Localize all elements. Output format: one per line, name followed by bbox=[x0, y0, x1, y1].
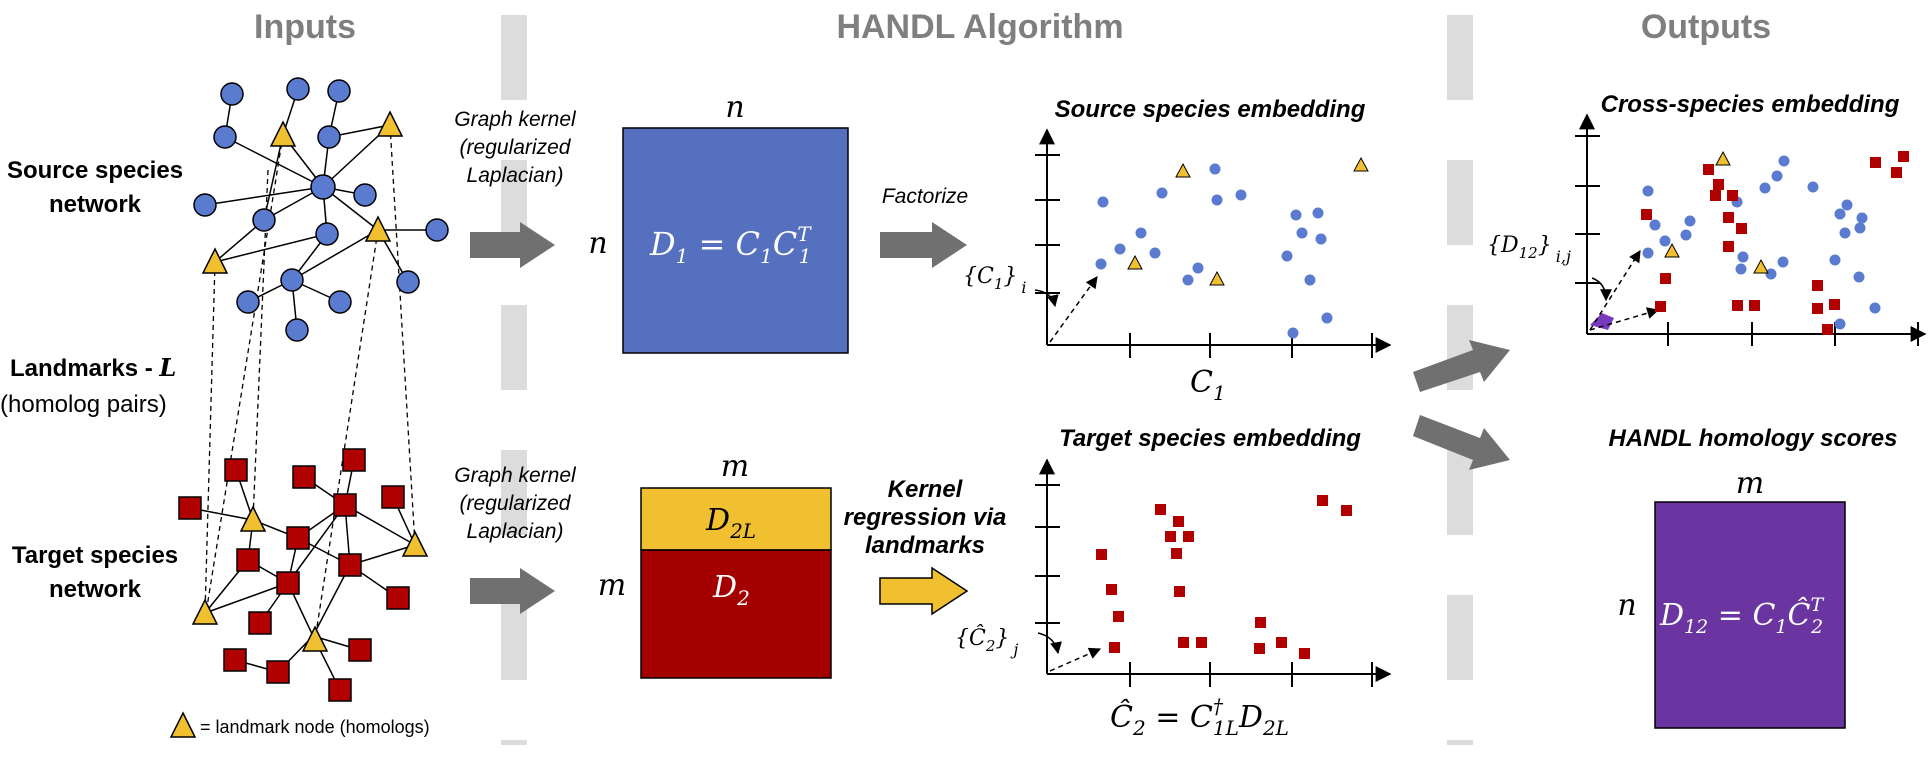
source-network-label-2: network bbox=[49, 191, 142, 218]
gray-arrows bbox=[470, 222, 1510, 614]
svg-text:Laplacian): Laplacian) bbox=[467, 164, 564, 187]
header-inputs: Inputs bbox=[254, 8, 356, 46]
svg-text:m: m bbox=[1736, 466, 1764, 501]
landmark-legend-icon bbox=[169, 711, 197, 738]
arrow-to-scores bbox=[1413, 415, 1510, 470]
header-algorithm: HANDL Algorithm bbox=[836, 8, 1123, 46]
factorize-label: Factorize bbox=[882, 185, 968, 208]
target-embedding-title: Target species embedding bbox=[1059, 425, 1361, 452]
kernel-label-bottom: Graph kernel (regularized Laplacian) bbox=[454, 464, 577, 543]
matrix-d2-label: D2 bbox=[712, 570, 750, 610]
svg-text:Graph kernel: Graph kernel bbox=[454, 464, 577, 487]
arrow-to-cross bbox=[1413, 340, 1510, 392]
landmarks-label: Landmarks - L bbox=[10, 353, 176, 382]
target-embedding-plot: Target species embedding {Ĉ2} j Ĉ2 = C† 1L… bbox=[955, 425, 1392, 740]
d12-formula: D12 = C1ĈT 2 bbox=[1659, 594, 1824, 638]
svg-text:(regularized: (regularized bbox=[460, 492, 572, 515]
arrow-kernel-top bbox=[470, 222, 555, 268]
c2-formula: Ĉ2 = C† 1LD2L bbox=[1110, 694, 1289, 740]
svg-text:m: m bbox=[721, 449, 749, 484]
svg-text:Laplacian): Laplacian) bbox=[467, 520, 564, 543]
source-embedding-title: Source species embedding bbox=[1055, 96, 1366, 123]
svg-text:m: m bbox=[598, 568, 626, 603]
source-network-label-1: Source species bbox=[7, 157, 183, 184]
arrow-kernel-bottom bbox=[470, 568, 555, 614]
arrow-kernel-regression bbox=[879, 566, 969, 616]
cross-embedding-title: Cross-species embedding bbox=[1601, 91, 1900, 118]
matrix-d2: m m D2L D2 bbox=[598, 449, 832, 679]
arrow-factorize bbox=[880, 222, 967, 268]
section-dividers bbox=[501, 15, 1473, 745]
landmark-legend: = landmark node (homologs) bbox=[169, 711, 430, 738]
c1-axis-label: C1 bbox=[1190, 365, 1226, 405]
source-network bbox=[193, 77, 449, 342]
target-network-label-2: network bbox=[49, 576, 142, 603]
svg-text:regression via: regression via bbox=[844, 504, 1007, 531]
landmarks-sub-label: (homolog pairs) bbox=[0, 391, 167, 418]
landmark-legend-text: = landmark node (homologs) bbox=[200, 717, 430, 737]
svg-text:n: n bbox=[725, 90, 744, 125]
matrix-d1: n n D1 = C1CT 1 bbox=[588, 90, 849, 354]
svg-text:Graph kernel: Graph kernel bbox=[454, 108, 577, 131]
c2-label: {Ĉ2} j bbox=[955, 624, 1018, 659]
c1-label: {C1} i bbox=[963, 264, 1027, 297]
matrix-d1-formula: D1 = C1CT 1 bbox=[649, 222, 812, 268]
target-network bbox=[178, 448, 429, 702]
svg-text:landmarks: landmarks bbox=[865, 532, 985, 559]
svg-text:(regularized: (regularized bbox=[460, 136, 572, 159]
handl-scores-matrix: HANDL homology scores m n D12 = C1ĈT 2 bbox=[1609, 425, 1898, 729]
svg-text:n: n bbox=[1617, 588, 1636, 623]
matrix-d2l-label: D2L bbox=[705, 503, 756, 543]
source-embedding-plot: Source species embedding {C1} i C1 bbox=[963, 96, 1392, 405]
cross-embedding-plot: Cross-species embedding {D12} i,j bbox=[1487, 91, 1927, 346]
kernel-regression-label: Kernel regression via landmarks bbox=[844, 476, 1007, 559]
svg-text:n: n bbox=[588, 226, 607, 261]
handl-scores-title: HANDL homology scores bbox=[1609, 425, 1898, 452]
target-network-label-1: Target species bbox=[12, 542, 178, 569]
kernel-label-top: Graph kernel (regularized Laplacian) bbox=[454, 108, 577, 187]
header-outputs: Outputs bbox=[1641, 8, 1771, 46]
d12-label: {D12} i,j bbox=[1487, 233, 1571, 266]
svg-text:Kernel: Kernel bbox=[888, 476, 964, 503]
